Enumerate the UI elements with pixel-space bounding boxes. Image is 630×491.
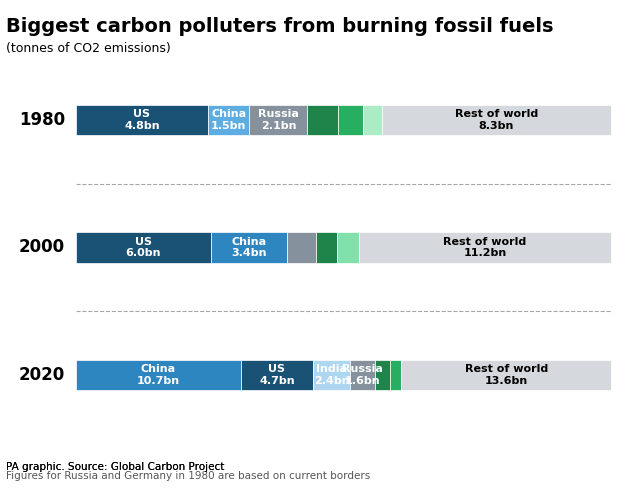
Text: US
4.8bn: US 4.8bn	[124, 109, 159, 131]
Text: Biggest carbon polluters from burning fossil fuels: Biggest carbon polluters from burning fo…	[6, 17, 554, 36]
Text: Figures for Russia and Germany in 1980 are based on current borders: Figures for Russia and Germany in 1980 a…	[6, 471, 370, 481]
Text: 2000: 2000	[19, 238, 65, 256]
Text: Rest of world
8.3bn: Rest of world 8.3bn	[455, 109, 538, 131]
FancyBboxPatch shape	[287, 232, 316, 263]
Text: US
4.7bn: US 4.7bn	[259, 364, 295, 386]
FancyBboxPatch shape	[350, 360, 375, 390]
Text: China
10.7bn: China 10.7bn	[137, 364, 180, 386]
Text: Rest of world
13.6bn: Rest of world 13.6bn	[464, 364, 548, 386]
Text: (tonnes of CO2 emissions): (tonnes of CO2 emissions)	[6, 42, 171, 55]
FancyBboxPatch shape	[363, 105, 382, 135]
FancyBboxPatch shape	[208, 105, 249, 135]
FancyBboxPatch shape	[76, 232, 210, 263]
FancyBboxPatch shape	[359, 232, 611, 263]
Text: US
6.0bn: US 6.0bn	[125, 237, 161, 258]
FancyBboxPatch shape	[249, 105, 307, 135]
FancyBboxPatch shape	[338, 105, 363, 135]
FancyBboxPatch shape	[241, 360, 313, 390]
FancyBboxPatch shape	[76, 105, 208, 135]
FancyBboxPatch shape	[401, 360, 611, 390]
Text: PA graphic. Source: Global Carbon Project: PA graphic. Source: Global Carbon Projec…	[6, 463, 225, 472]
FancyBboxPatch shape	[76, 360, 241, 390]
FancyBboxPatch shape	[382, 105, 611, 135]
Text: 2020: 2020	[19, 366, 65, 384]
FancyBboxPatch shape	[210, 232, 287, 263]
FancyBboxPatch shape	[313, 360, 350, 390]
FancyBboxPatch shape	[316, 232, 336, 263]
Text: Russia
1.6bn: Russia 1.6bn	[342, 364, 383, 386]
Text: Russia
2.1bn: Russia 2.1bn	[258, 109, 299, 131]
Text: Rest of world
11.2bn: Rest of world 11.2bn	[444, 237, 527, 258]
FancyBboxPatch shape	[391, 360, 401, 390]
Text: 1980: 1980	[19, 110, 65, 129]
FancyBboxPatch shape	[375, 360, 391, 390]
Text: India
2.4bn: India 2.4bn	[314, 364, 350, 386]
FancyBboxPatch shape	[307, 105, 338, 135]
Text: PA graphic. Source: Global Carbon Project: PA graphic. Source: Global Carbon Projec…	[6, 463, 225, 472]
FancyBboxPatch shape	[336, 232, 359, 263]
Text: China
1.5bn: China 1.5bn	[211, 109, 246, 131]
Text: China
3.4bn: China 3.4bn	[231, 237, 266, 258]
